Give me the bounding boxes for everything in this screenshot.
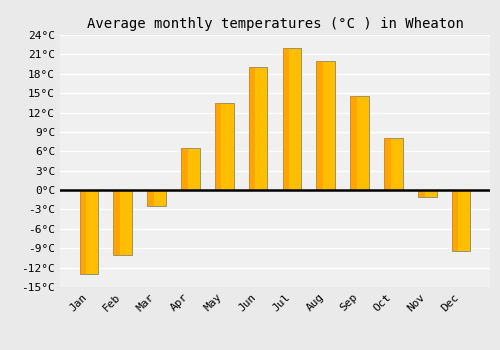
Bar	[147, 190, 154, 206]
Bar	[249, 67, 268, 190]
Bar	[215, 103, 234, 190]
Bar	[316, 61, 335, 190]
Bar	[384, 138, 403, 190]
Bar	[384, 138, 390, 190]
Bar	[80, 190, 86, 274]
Bar	[350, 96, 369, 190]
Bar	[452, 190, 470, 251]
Bar	[114, 190, 120, 255]
Bar	[350, 96, 357, 190]
Bar	[316, 61, 323, 190]
Bar	[282, 48, 301, 190]
Bar	[147, 190, 166, 206]
Bar	[215, 103, 222, 190]
Bar	[80, 190, 98, 274]
Bar	[418, 190, 436, 197]
Bar	[418, 190, 424, 197]
Bar	[452, 190, 458, 251]
Bar	[114, 190, 132, 255]
Bar	[282, 48, 289, 190]
Bar	[249, 67, 256, 190]
Title: Average monthly temperatures (°C ) in Wheaton: Average monthly temperatures (°C ) in Wh…	[86, 17, 464, 31]
Bar	[181, 148, 200, 190]
Bar	[181, 148, 188, 190]
